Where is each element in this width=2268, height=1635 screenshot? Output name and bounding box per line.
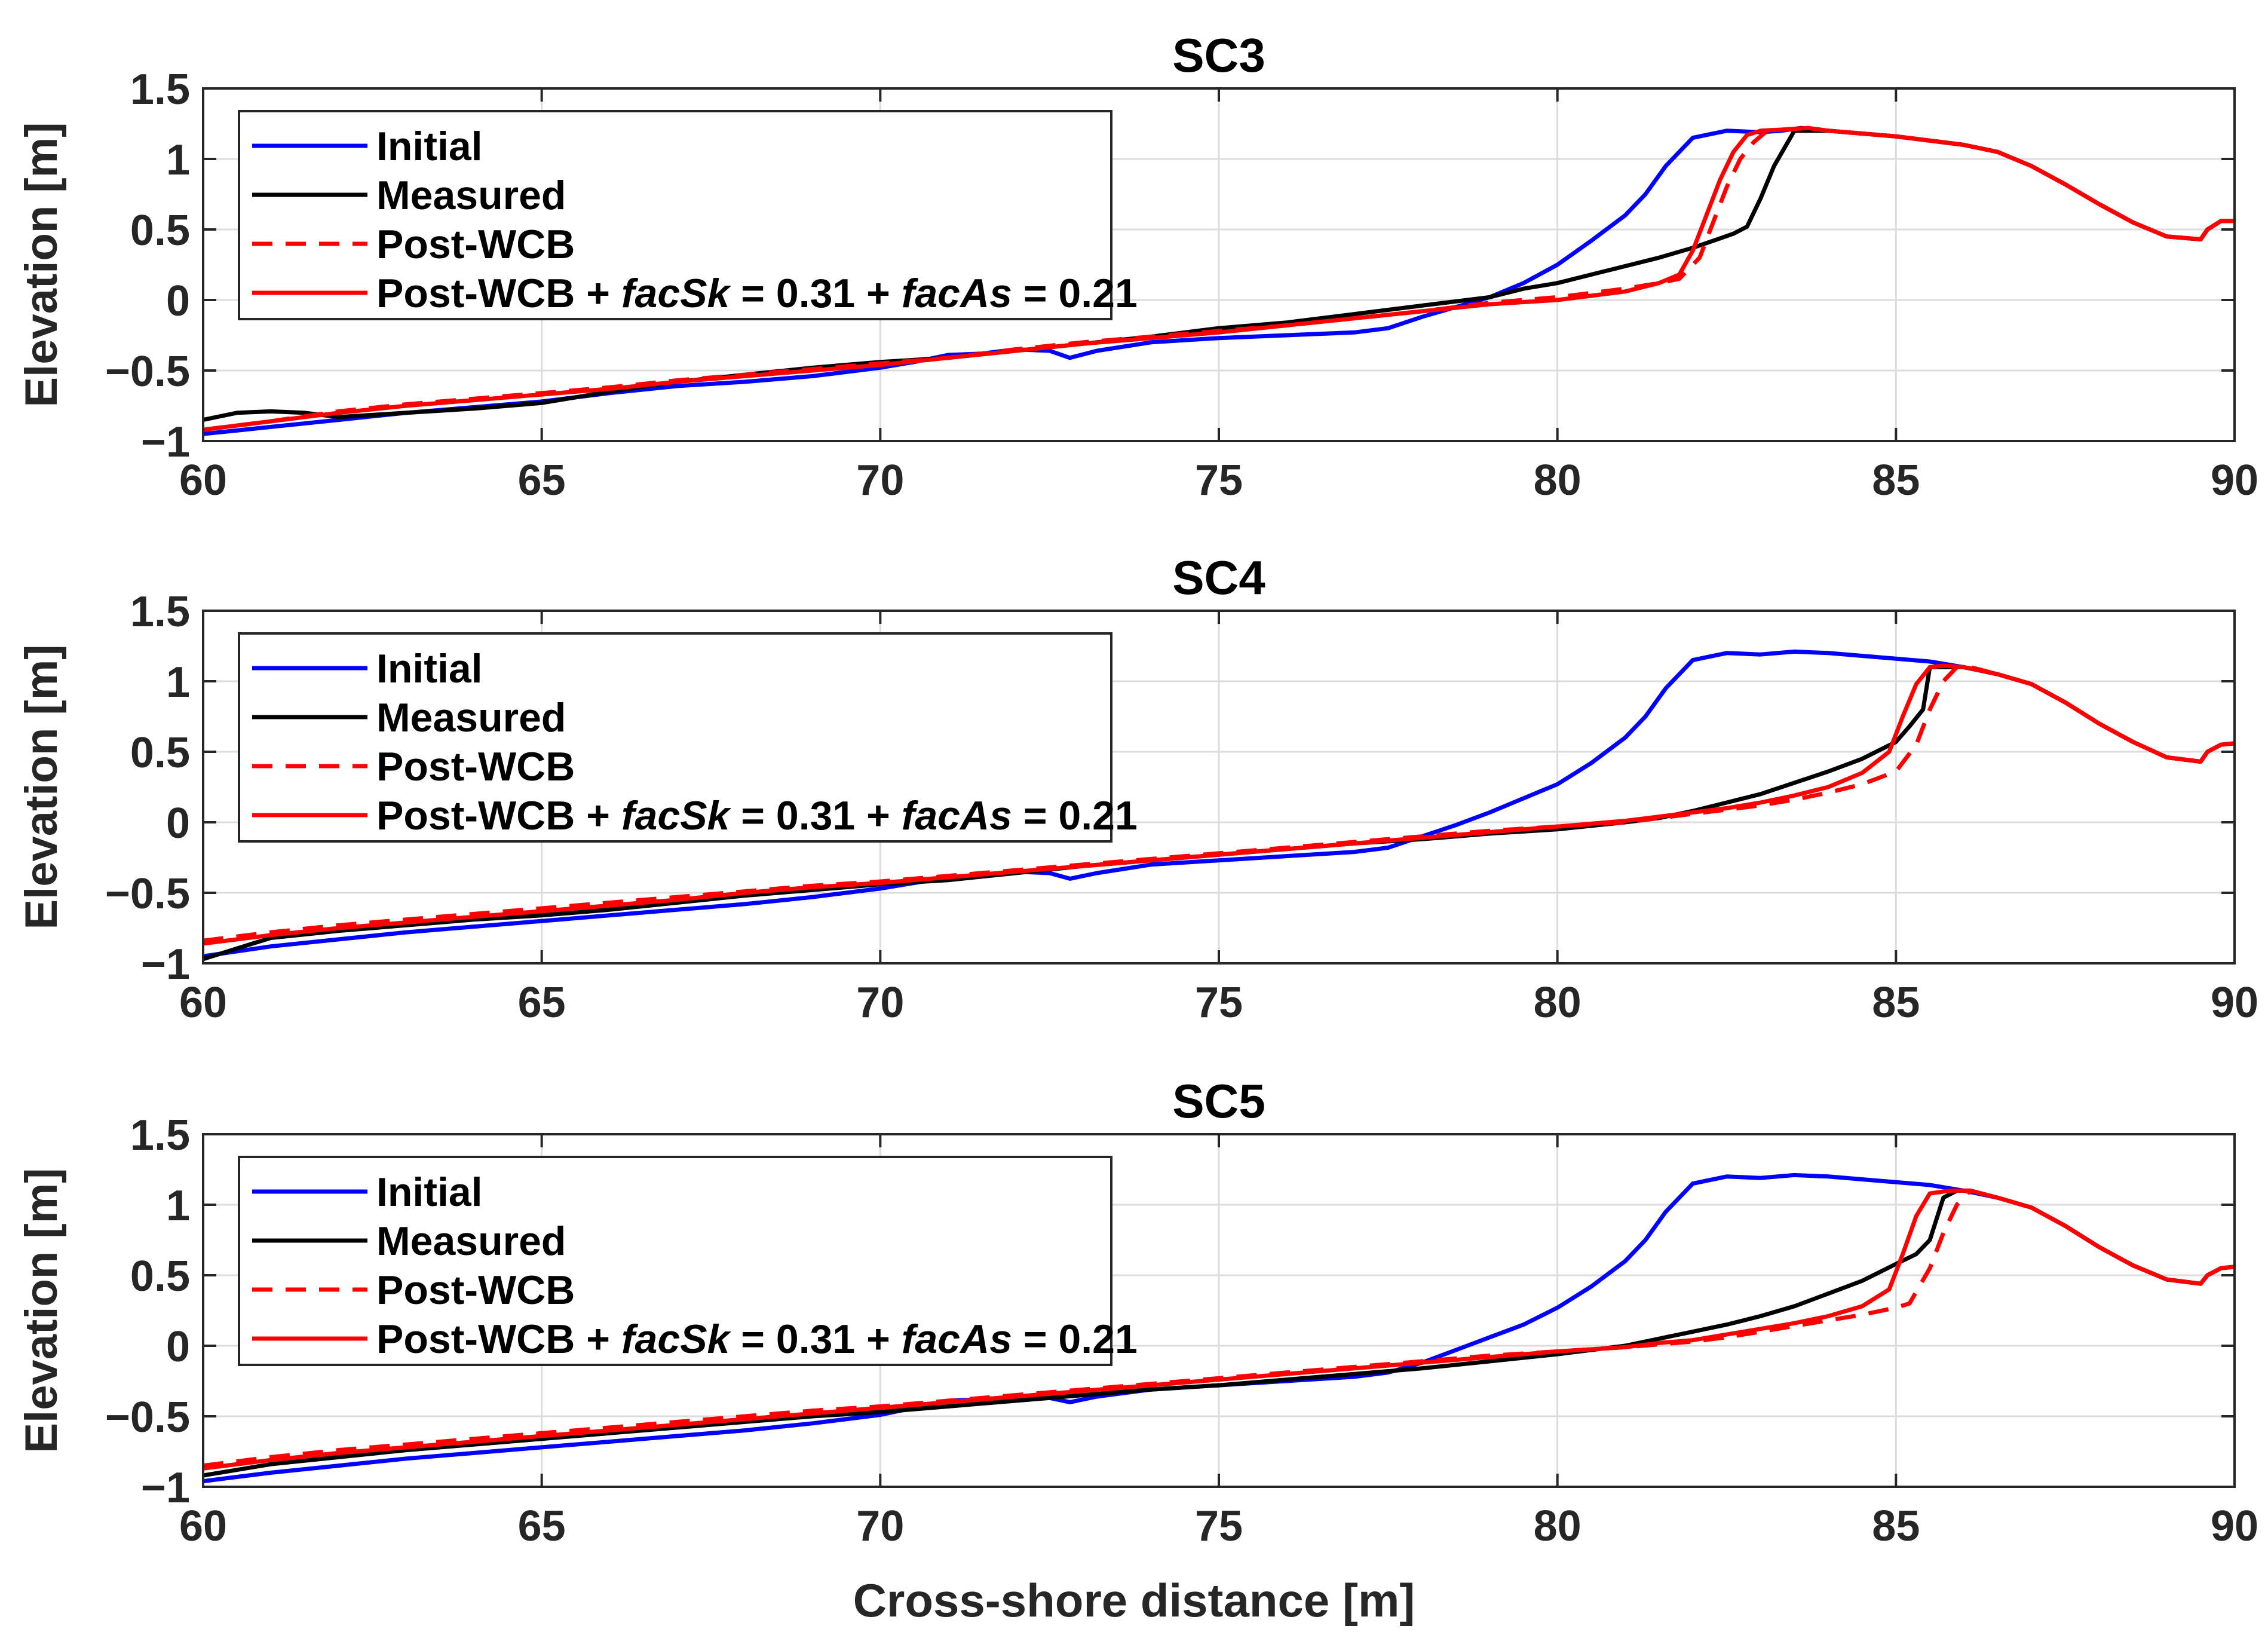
series-line-post-wcb-param: [203, 125, 2235, 432]
x-tick-label: 60: [179, 1502, 227, 1550]
x-tick-label: 80: [1534, 457, 1582, 504]
y-tick-label: 1: [166, 1182, 190, 1230]
y-tick-label: 0: [166, 800, 190, 847]
legend-label-measured: Measured: [376, 695, 566, 740]
legend-label-part: Post-WCB +: [376, 793, 621, 838]
panel-title: SC5: [1172, 1074, 1265, 1128]
x-tick-label: 60: [179, 979, 227, 1027]
y-tick-label: 0.5: [130, 207, 190, 255]
x-tick-label: 90: [2211, 457, 2258, 504]
legend-label-part: facAs: [902, 793, 1012, 838]
x-tick-label: 70: [856, 1502, 904, 1550]
chart-panel-sc5: 60 65 70 75 80 85 90 −1 −0.5 0 0.5 1 1.5 SC5 Elevation…: [16, 1074, 2258, 1550]
chart-panel-sc4: 60 65 70 75 80 85 90 −1 −0.5 0 0.5 1 1.5 SC4 Elevation…: [16, 551, 2258, 1027]
y-tick-label: 1.5: [130, 66, 190, 114]
legend-box: [238, 632, 1112, 843]
y-tick-label: 0.5: [130, 729, 190, 777]
legend-label-post-wcb: Post-WCB: [376, 1267, 575, 1313]
series-line-post-wcb-param: [203, 1188, 2235, 1471]
x-tick-label: 60: [179, 457, 227, 504]
legend-label-part: = 0.21: [1012, 1316, 1138, 1362]
y-tick-label: 1: [166, 659, 190, 706]
x-axis-label: Cross-shore distance [m]: [853, 1574, 1415, 1627]
legend-label-post-wcb-param: Post-WCB + facSk = 0.31 + facAs = 0.21: [376, 1316, 1138, 1362]
y-tick-label: 1: [166, 136, 190, 184]
x-tick-label: 70: [856, 979, 904, 1027]
panel-title: SC3: [1172, 29, 1265, 82]
y-tick-label: −0.5: [105, 1394, 190, 1441]
x-tick-label: 75: [1195, 1502, 1243, 1550]
y-tick-label: 1.5: [130, 1112, 190, 1159]
y-axis-label: Elevation [m]: [16, 122, 67, 407]
legend-label-initial: Initial: [376, 646, 483, 691]
series-line-post-wcb-param: [203, 663, 2235, 946]
x-tick-label: 65: [518, 1502, 566, 1550]
legend-label-part: Post-WCB +: [376, 1316, 621, 1362]
y-tick-label: 0: [166, 1323, 190, 1371]
series-group: [203, 1172, 2235, 1484]
x-tick-label: 80: [1534, 1502, 1582, 1550]
legend-label-initial: Initial: [376, 1169, 483, 1215]
chart-panel-sc3: 60 65 70 75 80 85 90 −1 −0.5 0 0.5 1 1.5 SC3 Elevation…: [16, 29, 2258, 504]
legend-label-part: = 0.31 +: [730, 271, 901, 316]
x-tick-label: 70: [856, 457, 904, 504]
panel-title: SC4: [1172, 551, 1265, 604]
legend-label-post-wcb: Post-WCB: [376, 222, 575, 267]
y-tick-label: −0.5: [105, 348, 190, 396]
x-tick-label: 85: [1872, 457, 1920, 504]
y-axis-label: Elevation [m]: [16, 1168, 67, 1453]
series-group: [203, 649, 2235, 962]
y-tick-label: 0.5: [130, 1253, 190, 1300]
y-tick-label: 1.5: [130, 588, 190, 636]
y-tick-label: −1: [141, 941, 190, 988]
y-tick-label: −1: [141, 418, 190, 466]
y-tick-label: −1: [141, 1464, 190, 1512]
legend-label-part: Post-WCB +: [376, 271, 621, 316]
legend-label-part: facSk: [621, 793, 732, 838]
legend-label-part: = 0.31 +: [730, 793, 901, 838]
legend-label-post-wcb: Post-WCB: [376, 744, 575, 789]
series-group: [203, 125, 2235, 436]
y-tick-label: −0.5: [105, 870, 190, 918]
legend-box: [238, 1156, 1112, 1366]
legend-label-measured: Measured: [376, 173, 566, 218]
legend-label-part: = 0.21: [1012, 793, 1138, 838]
x-tick-label: 65: [518, 457, 566, 504]
legend-label-part: = 0.31 +: [730, 1316, 901, 1362]
y-tick-label: 0: [166, 277, 190, 325]
x-tick-label: 80: [1534, 979, 1582, 1027]
x-tick-label: 75: [1195, 979, 1243, 1027]
y-axis-label: Elevation [m]: [16, 644, 67, 929]
panels: 60 65 70 75 80 85 90 −1 −0.5 0 0.5 1 1.5 SC3 Elevation…: [16, 29, 2258, 1550]
legend-label-measured: Measured: [376, 1218, 566, 1264]
legend-label-post-wcb-param: Post-WCB + facSk = 0.31 + facAs = 0.21: [376, 271, 1138, 316]
legend-label-part: facAs: [902, 271, 1012, 316]
x-tick-label: 90: [2211, 1502, 2258, 1550]
legend-label-post-wcb-param: Post-WCB + facSk = 0.31 + facAs = 0.21: [376, 793, 1138, 838]
x-tick-label: 90: [2211, 979, 2258, 1027]
legend-label-part: = 0.21: [1012, 271, 1138, 316]
legend-label-part: facSk: [621, 271, 732, 316]
legend-label-part: facSk: [621, 1316, 732, 1362]
x-tick-label: 85: [1872, 1502, 1920, 1550]
x-tick-label: 85: [1872, 979, 1920, 1027]
legend-box: [238, 110, 1112, 320]
x-tick-label: 75: [1195, 457, 1243, 504]
x-tick-label: 65: [518, 979, 566, 1027]
legend-label-part: facAs: [902, 1316, 1012, 1362]
legend-label-initial: Initial: [376, 124, 483, 169]
